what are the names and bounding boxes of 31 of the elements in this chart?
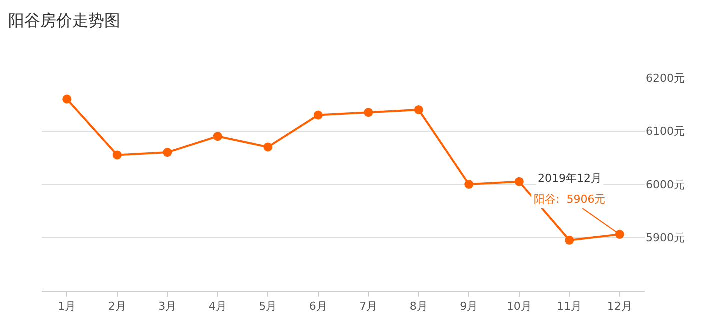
x-tick-label: 11月 bbox=[557, 300, 582, 314]
point bbox=[514, 177, 524, 186]
point bbox=[314, 110, 323, 120]
y-tick-label: 5900元 bbox=[646, 232, 685, 245]
chart-title: 阳谷房价走势图 bbox=[8, 10, 121, 30]
annotation: 2019年12月 bbox=[538, 172, 602, 185]
point bbox=[565, 236, 574, 245]
x-tick-label: 1月 bbox=[58, 300, 76, 314]
y-tick-label: 6000元 bbox=[646, 178, 685, 192]
x-tick-label: 10月 bbox=[506, 300, 532, 314]
x-tick-label: 9月 bbox=[460, 300, 478, 314]
x-tick-label: 6月 bbox=[309, 300, 328, 314]
point bbox=[264, 142, 273, 152]
x-tick-label: 12月 bbox=[607, 300, 632, 314]
point bbox=[62, 94, 72, 104]
point bbox=[112, 150, 122, 160]
point bbox=[163, 148, 172, 158]
point bbox=[414, 105, 424, 114]
point bbox=[364, 108, 374, 118]
y-tick-label: 6100元 bbox=[646, 125, 685, 138]
point bbox=[615, 230, 624, 240]
x-tick-label: 8月 bbox=[410, 300, 428, 314]
x-tick-label: 2月 bbox=[108, 300, 126, 314]
x-tick-label: 4月 bbox=[208, 300, 227, 314]
point bbox=[464, 180, 474, 189]
x-tick-label: 7月 bbox=[360, 300, 378, 314]
y-tick-label: 6200元 bbox=[646, 72, 685, 85]
point bbox=[213, 132, 222, 142]
x-tick-label: 3月 bbox=[158, 300, 177, 314]
annotation: 阳谷: 5906元 bbox=[534, 193, 606, 206]
x-tick-label: 5月 bbox=[259, 300, 278, 314]
